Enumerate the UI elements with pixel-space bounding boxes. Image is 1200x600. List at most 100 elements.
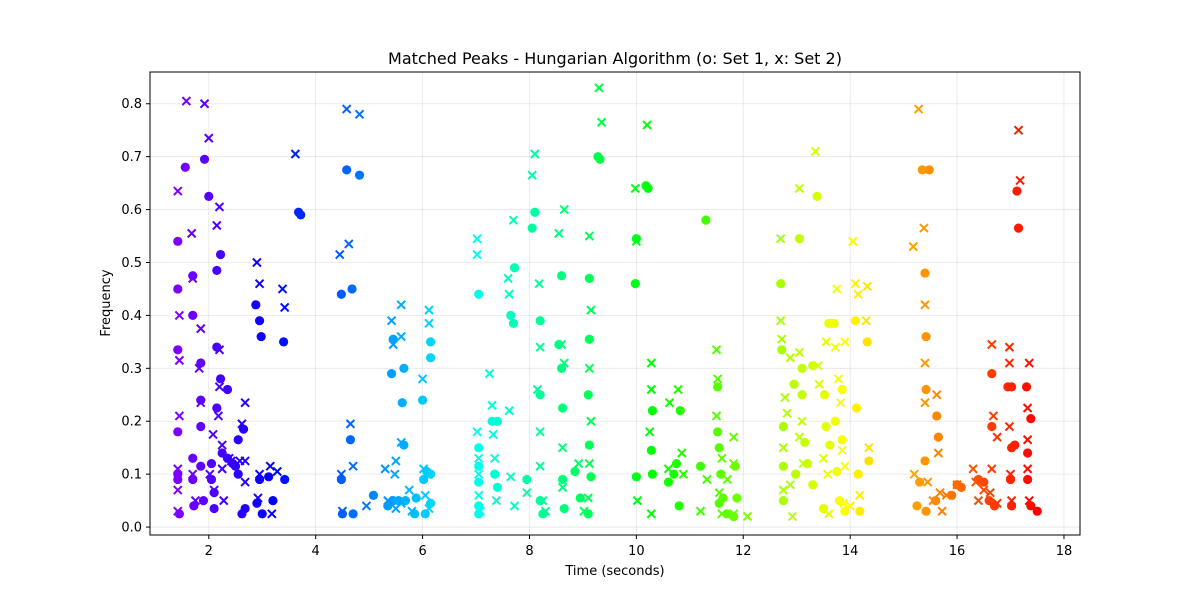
set1-point [1023, 474, 1033, 485]
set2-point [814, 379, 824, 389]
set1-point [832, 466, 842, 477]
y-tick-label: 0.2 [121, 415, 142, 430]
set2-point [173, 485, 183, 495]
set2-point [1004, 421, 1015, 432]
set2-point [594, 83, 604, 93]
set1-point [204, 191, 214, 201]
set2-point [909, 469, 920, 479]
set1-point [1032, 506, 1042, 516]
set1-point [987, 421, 997, 432]
set1-point [386, 369, 397, 379]
set2-point [196, 323, 206, 334]
set1-point [729, 511, 739, 522]
set1-point [713, 427, 723, 437]
set2-point [932, 390, 942, 400]
set2-point [212, 220, 222, 231]
set2-point [488, 429, 498, 440]
set2-point [344, 239, 354, 249]
set2-point [833, 374, 844, 384]
set2-point [559, 204, 569, 215]
set2-point [1015, 175, 1025, 186]
set2-point [794, 432, 805, 442]
set1-point [535, 316, 545, 326]
set1-point [554, 339, 564, 350]
set2-point [717, 509, 727, 519]
set1-point [474, 461, 484, 471]
set1-point [420, 509, 430, 519]
set1-point [921, 384, 931, 395]
set2-point [840, 461, 850, 471]
set1-point [808, 480, 818, 490]
set2-point [404, 485, 414, 495]
set2-point [199, 99, 210, 109]
set1-point [233, 469, 243, 479]
set1-point [347, 284, 357, 294]
set1-point [368, 490, 379, 500]
set1-point [850, 316, 861, 326]
set1-point [492, 416, 503, 426]
set1-point [862, 337, 872, 347]
set2-point [584, 231, 595, 241]
set1-point [506, 310, 516, 321]
set1-point [855, 506, 865, 516]
set2-point [390, 469, 400, 479]
set2-point [484, 368, 495, 379]
set2-point [992, 432, 1002, 442]
set2-point [712, 374, 723, 384]
set2-point [711, 411, 722, 421]
set1-point [206, 458, 217, 469]
set2-point [920, 300, 930, 310]
set2-point [335, 249, 345, 260]
set2-point [646, 384, 657, 395]
set1-point [1006, 382, 1017, 392]
x-tick-label: 10 [628, 544, 645, 559]
set2-point [573, 458, 584, 469]
set1-point [474, 477, 484, 487]
set2-point [928, 495, 938, 506]
set2-point [642, 120, 652, 130]
set1-point [1010, 440, 1020, 450]
set2-point [475, 506, 486, 516]
y-axis: 0.0 0.1 0.2 0.3 0.4 0.5 0.6 0.7 0.8 [121, 97, 150, 536]
set1-point [777, 345, 787, 355]
set2-point [396, 498, 406, 508]
set2-point [1005, 469, 1016, 479]
set2-point [673, 384, 683, 395]
set1-point [932, 411, 942, 421]
set2-point [677, 448, 687, 458]
set1-point [931, 496, 941, 506]
set1-point [825, 440, 835, 450]
set2-point [530, 149, 540, 159]
set1-point [819, 390, 830, 400]
set1-point [701, 215, 711, 225]
set1-point [584, 334, 594, 344]
set2-point [818, 453, 829, 463]
set2-point [711, 345, 722, 355]
x-tick-label: 18 [1056, 544, 1073, 559]
set1-point [851, 403, 862, 413]
set1-point [1026, 413, 1036, 424]
set2-point [337, 506, 348, 516]
set2-point [503, 273, 513, 284]
x-axis: 2 4 6 8 10 12 14 16 18 [205, 535, 1073, 559]
set2-point [354, 109, 365, 120]
set1-point [586, 472, 596, 482]
set2-point [490, 453, 500, 463]
set2-point [775, 233, 786, 244]
set2-point [380, 464, 390, 474]
set2-point [214, 382, 225, 392]
set1-point [233, 435, 243, 445]
set1-point [713, 382, 723, 392]
set2-point [217, 464, 227, 474]
y-tick-label: 0.5 [121, 256, 142, 271]
set2-point [695, 506, 706, 516]
set2-point [424, 318, 434, 329]
set2-point [556, 339, 567, 350]
set2-point [522, 487, 532, 498]
set1-point [821, 421, 831, 432]
set1-point [837, 384, 847, 395]
set2-point [728, 432, 739, 442]
set2-point [173, 186, 183, 196]
set2-point [396, 331, 406, 342]
